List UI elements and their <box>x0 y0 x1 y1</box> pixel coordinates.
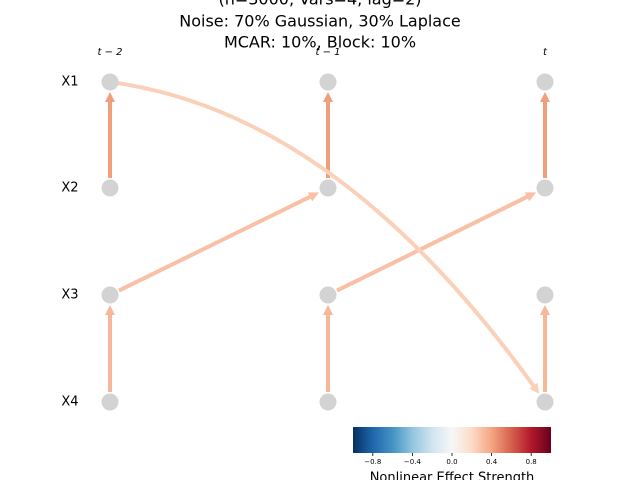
node <box>319 73 337 91</box>
edge-line <box>109 80 538 391</box>
arrowhead <box>540 92 550 102</box>
edge <box>105 305 115 392</box>
edge <box>118 192 320 293</box>
arrowhead <box>323 92 333 102</box>
arrowhead <box>524 192 537 202</box>
arrowhead <box>540 305 550 315</box>
arrowhead <box>323 305 333 315</box>
node <box>536 73 554 91</box>
edge <box>323 92 333 178</box>
edges <box>105 80 550 394</box>
edge <box>105 92 115 178</box>
edge-line <box>118 193 315 293</box>
node <box>101 393 119 411</box>
title-line: MCAR: 10%, Block: 10% <box>224 33 416 52</box>
edge <box>109 80 540 394</box>
nodes <box>101 73 554 411</box>
variable-label: X2 <box>61 181 78 196</box>
node <box>536 393 554 411</box>
node <box>101 286 119 304</box>
node <box>101 73 119 91</box>
column-label: t − 1 <box>315 47 340 58</box>
edge <box>323 305 333 392</box>
edge <box>540 305 550 392</box>
node <box>319 179 337 197</box>
colorbar-tick-label: 0.0 <box>446 458 457 466</box>
edge <box>336 192 537 293</box>
colorbar-tick-label: 0.4 <box>486 458 498 466</box>
edge <box>540 92 550 178</box>
node <box>101 179 119 197</box>
title-line: Noise: 70% Gaussian, 30% Laplace <box>179 12 461 31</box>
edge-line <box>336 193 532 293</box>
arrowhead <box>529 382 540 394</box>
title-line: (n=3000, Vars=4, lag=2) <box>218 0 421 9</box>
variable-label: X4 <box>61 395 78 410</box>
colorbar-tick-label: 0.8 <box>526 458 537 466</box>
arrowhead <box>105 92 115 102</box>
node <box>319 393 337 411</box>
arrowhead <box>105 305 115 315</box>
column-label: t <box>543 47 548 58</box>
colorbar-tick-label: −0.4 <box>404 458 422 466</box>
node <box>536 286 554 304</box>
arrowhead <box>307 192 320 202</box>
column-label: t − 2 <box>97 47 122 58</box>
colorbar-tick-label: −0.8 <box>364 458 381 466</box>
variable-label: X3 <box>61 288 78 303</box>
colorbar-label: Nonlinear Effect Strength <box>370 471 535 480</box>
node <box>536 179 554 197</box>
variable-label: X1 <box>61 75 78 90</box>
colorbar <box>353 427 551 453</box>
node <box>319 286 337 304</box>
